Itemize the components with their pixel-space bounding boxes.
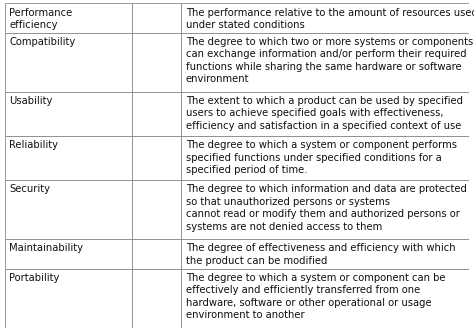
Bar: [181, 136, 469, 180]
Bar: [132, 33, 181, 92]
Text: Compatibility: Compatibility: [9, 37, 76, 47]
Bar: [132, 239, 181, 269]
Bar: [5, 136, 132, 180]
Bar: [132, 180, 181, 239]
Bar: [5, 269, 132, 328]
Bar: [181, 180, 469, 239]
Text: Portability: Portability: [9, 273, 60, 283]
Bar: [181, 239, 469, 269]
Text: The degree to which information and data are protected
so that unauthorized pers: The degree to which information and data…: [186, 184, 467, 232]
Text: The degree to which a system or component can be
effectively and efficiently tra: The degree to which a system or componen…: [186, 273, 446, 320]
Text: Reliability: Reliability: [9, 140, 58, 150]
Bar: [5, 239, 132, 269]
Text: The degree to which a system or component performs
specified functions under spe: The degree to which a system or componen…: [186, 140, 457, 175]
Bar: [181, 33, 469, 92]
Text: Usability: Usability: [9, 96, 53, 106]
Bar: [5, 92, 132, 136]
Text: The extent to which a product can be used by specified
users to achieve specifie: The extent to which a product can be use…: [186, 96, 463, 131]
Text: The performance relative to the amount of resources used
under stated conditions: The performance relative to the amount o…: [186, 8, 474, 30]
Text: Maintainability: Maintainability: [9, 243, 83, 254]
Bar: [132, 92, 181, 136]
Bar: [5, 180, 132, 239]
Text: The degree to which two or more systems or components
can exchange information a: The degree to which two or more systems …: [186, 37, 473, 84]
Text: Security: Security: [9, 184, 50, 194]
Bar: [181, 269, 469, 328]
Bar: [181, 92, 469, 136]
Bar: [132, 3, 181, 33]
Bar: [132, 136, 181, 180]
Text: The degree of effectiveness and efficiency with which
the product can be modifie: The degree of effectiveness and efficien…: [186, 243, 456, 266]
Bar: [5, 33, 132, 92]
Text: Performance
efficiency: Performance efficiency: [9, 8, 73, 30]
Bar: [181, 3, 469, 33]
Bar: [132, 269, 181, 328]
Bar: [5, 3, 132, 33]
